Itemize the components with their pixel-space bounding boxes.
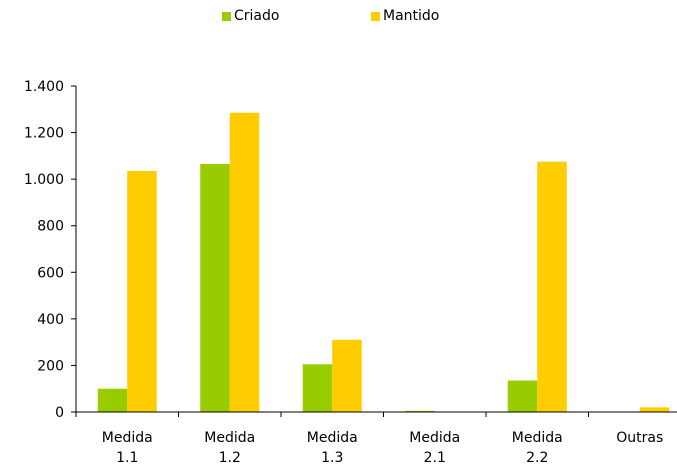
y-tick-label: 800 bbox=[37, 219, 64, 235]
x-tick-label: Outras bbox=[616, 430, 663, 446]
bar-mantido-5 bbox=[639, 407, 670, 412]
legend: Criado Mantido bbox=[0, 8, 677, 28]
bar-mantido-2 bbox=[332, 339, 362, 412]
x-tick-label: Medida bbox=[204, 430, 255, 446]
x-tick-label: Medida bbox=[409, 430, 460, 446]
legend-item-mantido: Mantido bbox=[371, 8, 439, 24]
y-tick-label: 1.000 bbox=[24, 172, 64, 188]
x-tick-label: 2.1 bbox=[424, 450, 446, 466]
x-tick-label: 1.1 bbox=[116, 450, 138, 466]
legend-item-criado: Criado bbox=[222, 8, 279, 24]
y-tick-label: 200 bbox=[37, 358, 64, 374]
y-tick-label: 600 bbox=[37, 265, 64, 281]
x-tick-label: 1.3 bbox=[321, 450, 343, 466]
legend-swatch-mantido bbox=[371, 11, 380, 21]
bar-mantido-4 bbox=[537, 161, 567, 412]
y-tick-label: 400 bbox=[37, 312, 64, 328]
legend-label-criado: Criado bbox=[234, 8, 280, 24]
y-tick-label: 1.200 bbox=[24, 126, 64, 142]
x-tick-label: 1.2 bbox=[219, 450, 241, 466]
bar-criado-4 bbox=[507, 380, 538, 412]
y-tick-label: 1.400 bbox=[24, 79, 64, 95]
bar-criado-2 bbox=[302, 364, 333, 412]
x-tick-label: Medida bbox=[307, 430, 358, 446]
bar-criado-0 bbox=[97, 388, 128, 412]
x-tick-label: 2.2 bbox=[526, 450, 548, 466]
bar-mantido-0 bbox=[127, 170, 157, 412]
bar-mantido-1 bbox=[229, 112, 260, 413]
legend-label-mantido: Mantido bbox=[383, 8, 440, 24]
x-tick-label: Medida bbox=[102, 430, 153, 446]
legend-swatch-criado bbox=[222, 11, 231, 21]
y-tick-label: 0 bbox=[55, 405, 64, 421]
bar-criado-3 bbox=[405, 410, 435, 412]
bar-criado-1 bbox=[200, 164, 230, 412]
x-tick-label: Medida bbox=[512, 430, 563, 446]
